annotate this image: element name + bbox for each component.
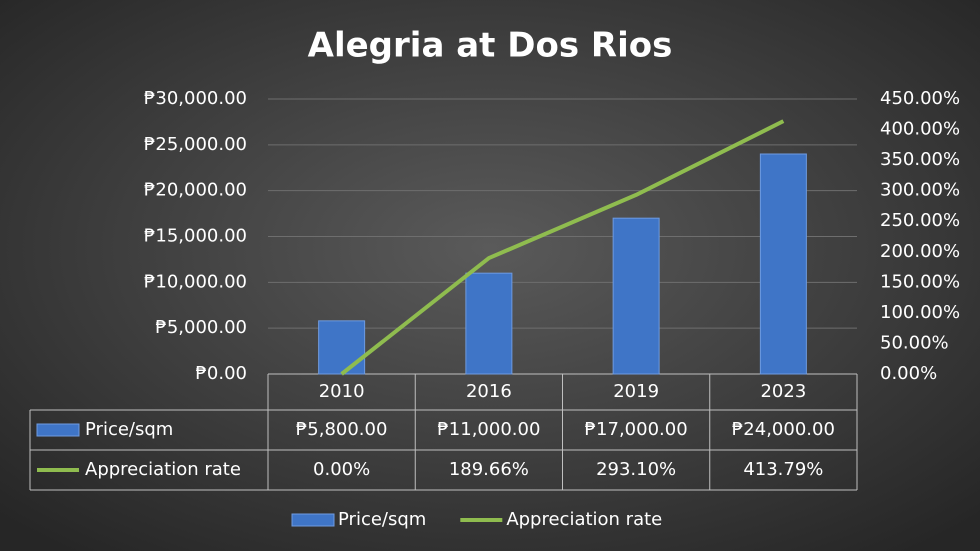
y2-tick-label: 300.00% bbox=[880, 180, 960, 201]
table-value: 189.66% bbox=[449, 459, 529, 480]
y-tick-label: ₱10,000.00 bbox=[144, 271, 247, 292]
x-tick-label: 2016 bbox=[466, 381, 512, 402]
y2-tick-label: 200.00% bbox=[880, 241, 960, 262]
y-tick-label: ₱25,000.00 bbox=[144, 134, 247, 155]
table-row-label: Price/sqm bbox=[85, 419, 173, 440]
y2-tick-label: 100.00% bbox=[880, 302, 960, 323]
table-value: ₱17,000.00 bbox=[585, 419, 688, 440]
bar bbox=[759, 153, 807, 375]
chart-title: Alegria at Dos Rios bbox=[308, 26, 673, 66]
x-tick-label: 2023 bbox=[760, 381, 806, 402]
y2-tick-label: 50.00% bbox=[880, 332, 949, 353]
y2-tick-label: 400.00% bbox=[880, 119, 960, 140]
y2-tick-label: 150.00% bbox=[880, 271, 960, 292]
y2-tick-label: 0.00% bbox=[880, 363, 937, 384]
legend-key bbox=[291, 513, 335, 527]
y-tick-label: ₱20,000.00 bbox=[144, 180, 247, 201]
table-value: 413.79% bbox=[743, 459, 823, 480]
y-tick-label: ₱30,000.00 bbox=[144, 88, 247, 109]
y-tick-label: ₱0.00 bbox=[195, 363, 247, 384]
table-value: 293.10% bbox=[596, 459, 676, 480]
x-tick-label: 2019 bbox=[613, 381, 659, 402]
y2-tick-label: 450.00% bbox=[880, 88, 960, 109]
bar bbox=[612, 217, 660, 375]
y-tick-label: ₱15,000.00 bbox=[144, 226, 247, 247]
table-row-label: Appreciation rate bbox=[85, 459, 241, 480]
table-key bbox=[36, 423, 80, 437]
legend-label: Price/sqm bbox=[338, 509, 426, 530]
y2-tick-label: 250.00% bbox=[880, 210, 960, 231]
y-tick-label: ₱5,000.00 bbox=[155, 317, 247, 338]
table-value: 0.00% bbox=[313, 459, 370, 480]
table-value: ₱24,000.00 bbox=[732, 419, 835, 440]
x-tick-label: 2010 bbox=[319, 381, 365, 402]
table-value: ₱5,800.00 bbox=[296, 419, 388, 440]
legend-label: Appreciation rate bbox=[506, 509, 662, 530]
table-value: ₱11,000.00 bbox=[437, 419, 540, 440]
bar bbox=[465, 272, 513, 375]
y2-tick-label: 350.00% bbox=[880, 149, 960, 170]
bar bbox=[318, 320, 366, 375]
line bbox=[340, 119, 785, 376]
